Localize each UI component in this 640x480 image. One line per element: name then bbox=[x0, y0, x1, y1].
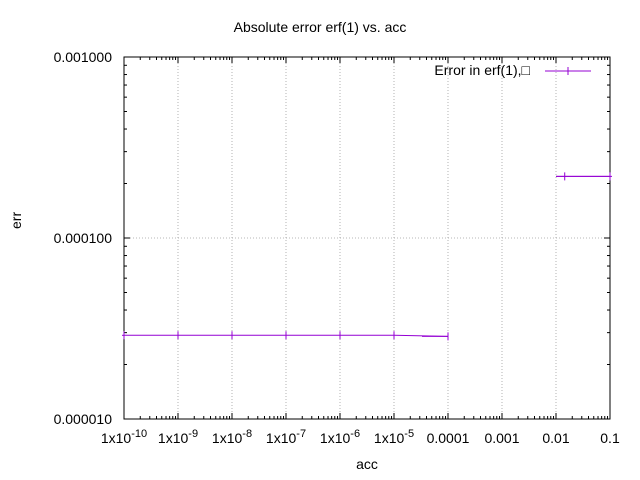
legend: Error in erf(1),□ bbox=[434, 62, 591, 78]
x-tick-label: 0.1 bbox=[600, 430, 620, 446]
x-tick-label: 1x10-7 bbox=[266, 428, 306, 446]
axis-ticks: 1x10-10 1x10-9 1x10-8 1x10-7 1x10-6 1x10-5 0.0… bbox=[54, 49, 620, 446]
x-tick-label: 0.001 bbox=[484, 430, 519, 446]
grid bbox=[124, 57, 610, 419]
y-tick-label: 0.000100 bbox=[54, 230, 113, 246]
x-tick-label: 1x10-6 bbox=[320, 428, 360, 446]
x-tick-label: 1x10-9 bbox=[158, 428, 198, 446]
chart-title: Absolute error erf(1) vs. acc bbox=[233, 19, 407, 35]
y-tick-label: 0.000010 bbox=[54, 411, 113, 427]
x-tick-label: 0.01 bbox=[542, 430, 569, 446]
x-tick-label: 1x10-8 bbox=[212, 428, 252, 446]
y-axis-label: err bbox=[8, 211, 24, 229]
y-tick-label: 0.001000 bbox=[54, 49, 113, 65]
x-tick-label: 1x10-10 bbox=[101, 428, 147, 446]
series-layer bbox=[122, 172, 612, 341]
legend-label: Error in erf(1),□ bbox=[434, 62, 530, 78]
x-tick-label: 0.0001 bbox=[427, 430, 470, 446]
x-tick-label: 1x10-5 bbox=[374, 428, 414, 446]
x-axis-label: acc bbox=[356, 456, 378, 472]
